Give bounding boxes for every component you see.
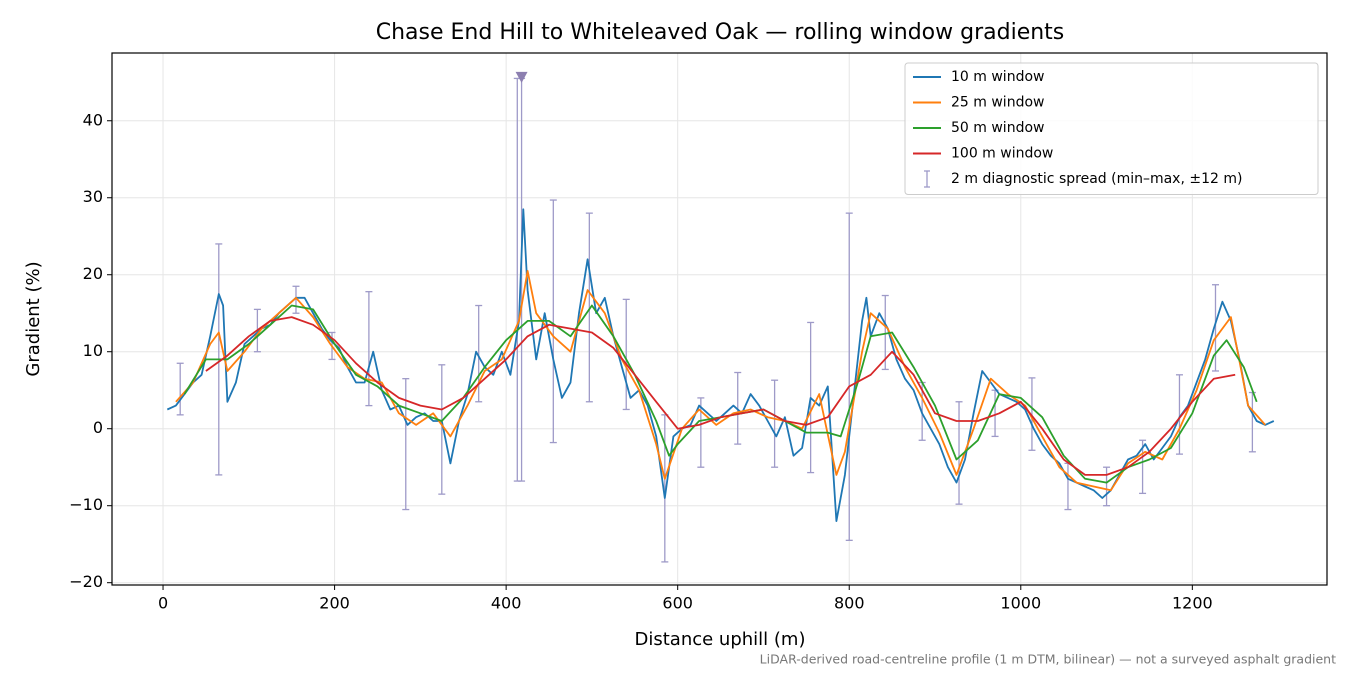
series-line xyxy=(175,270,1266,492)
x-tick-label: 0 xyxy=(158,594,168,613)
x-tick-label: 1200 xyxy=(1172,594,1213,613)
legend-box xyxy=(904,62,1319,195)
x-tick-label: 400 xyxy=(491,594,522,613)
y-axis-label: Gradient (%) xyxy=(23,261,44,376)
chart-title: Chase End Hill to Whiteleaved Oak — roll… xyxy=(376,20,1065,45)
legend-label: 25 m window xyxy=(951,95,1044,111)
legend-label: 100 m window xyxy=(951,146,1053,162)
clip-marker xyxy=(515,71,528,83)
plot-frame xyxy=(111,52,1328,586)
footnote: LiDAR-derived road-centreline profile (1… xyxy=(760,652,1336,667)
x-axis-label: Distance uphill (m) xyxy=(635,629,806,650)
y-tick-label: 30 xyxy=(83,187,103,206)
x-tick-label: 800 xyxy=(834,594,865,613)
x-tick-label: 600 xyxy=(662,594,693,613)
y-tick-label: 40 xyxy=(83,110,103,129)
series-line xyxy=(205,316,1236,476)
y-tick-label: −10 xyxy=(69,495,103,514)
y-tick-label: −20 xyxy=(69,572,103,591)
legend-label: 10 m window xyxy=(951,69,1044,85)
x-tick-label: 200 xyxy=(319,594,350,613)
y-tick-label: 10 xyxy=(83,341,103,360)
x-tick-label: 1000 xyxy=(1000,594,1041,613)
legend-label: 2 m diagnostic spread (min–max, ±12 m) xyxy=(951,171,1242,187)
y-tick-label: 20 xyxy=(83,264,103,283)
legend-label: 50 m window xyxy=(951,120,1044,136)
y-tick-label: 0 xyxy=(93,418,103,437)
